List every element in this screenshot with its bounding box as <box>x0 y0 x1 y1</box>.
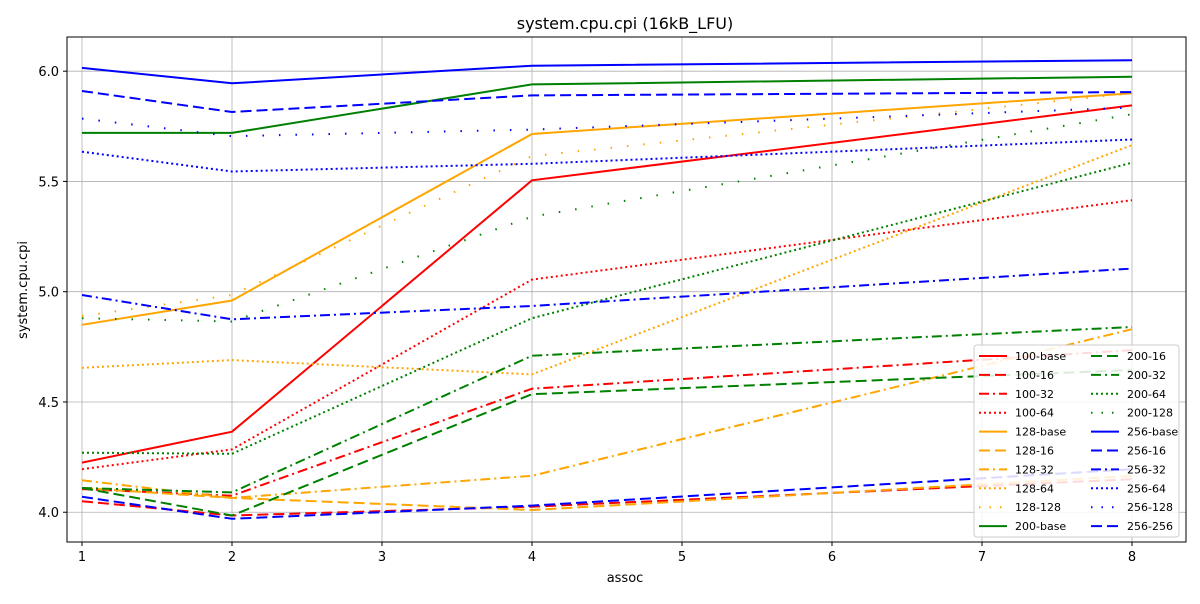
series-line-256-64 <box>81 138 1133 173</box>
series-line-256-base <box>81 59 1133 85</box>
x-tick-label: 3 <box>378 550 386 565</box>
legend-label: 128-base <box>1015 426 1066 439</box>
series-line-256-16 <box>81 468 1133 520</box>
legend-label: 128-32 <box>1015 463 1054 476</box>
axis-ticks: 1 2 3 4 5 6 7 8 4.0 4.5 5.0 5.5 6.0 <box>38 65 1136 565</box>
legend-label: 128-64 <box>1015 482 1054 495</box>
y-tick-label: 4.5 <box>38 396 59 411</box>
series-line-256-32 <box>81 267 1133 321</box>
legend-label: 256-256 <box>1127 520 1173 533</box>
x-tick-label: 4 <box>528 550 536 565</box>
series-line-100-64 <box>81 199 1133 471</box>
legend-box <box>973 344 1180 538</box>
x-tick-label: 1 <box>78 550 86 565</box>
legend-label: 200-16 <box>1127 350 1166 363</box>
series-line-100-32 <box>81 349 1133 497</box>
legend-label: 256-64 <box>1127 482 1166 495</box>
y-tick-label: 6.0 <box>38 65 59 80</box>
series-line-200-128 <box>81 113 1133 323</box>
legend: 100-base 100-16 100-32 100-64 128-base 128-16… <box>973 344 1180 538</box>
legend-label: 100-64 <box>1015 407 1054 420</box>
legend-label: 200-64 <box>1127 388 1166 401</box>
series-line-200-64 <box>81 161 1133 455</box>
legend-label: 100-base <box>1015 350 1066 363</box>
y-tick-label: 4.0 <box>38 506 59 521</box>
series-line-128-32 <box>81 328 1133 499</box>
legend-label: 256-128 <box>1127 501 1173 514</box>
series-line-128-128 <box>81 92 1133 317</box>
y-tick-label: 5.5 <box>38 175 59 190</box>
x-tick-label: 6 <box>828 550 836 565</box>
legend-label: 100-16 <box>1015 369 1054 382</box>
legend-label: 256-32 <box>1127 463 1166 476</box>
plot-area-frame <box>66 36 1187 543</box>
series-line-128-base <box>81 92 1133 326</box>
legend-label: 200-128 <box>1127 407 1173 420</box>
chart-title: system.cpu.cpi (16kB_LFU) <box>517 14 734 34</box>
y-axis-label: system.cpu.cpi <box>16 241 31 339</box>
x-axis-label: assoc <box>607 571 644 586</box>
series-line-200-32 <box>81 326 1133 494</box>
y-tick-label: 5.0 <box>38 286 59 301</box>
series-line-100-base <box>81 104 1133 464</box>
legend-label: 200-base <box>1015 520 1066 533</box>
legend-label: 128-16 <box>1015 445 1054 458</box>
x-tick-label: 2 <box>228 550 236 565</box>
x-tick-label: 5 <box>678 550 686 565</box>
x-tick-label: 7 <box>978 550 986 565</box>
legend-label: 200-32 <box>1127 369 1166 382</box>
series-line-256-256 <box>81 90 1133 114</box>
series-line-200-base <box>82 75 1133 134</box>
legend-label: 256-base <box>1127 426 1178 439</box>
legend-label: 128-128 <box>1015 501 1061 514</box>
series-line-128-64 <box>81 144 1133 376</box>
series-lines <box>81 59 1133 520</box>
legend-label: 256-16 <box>1127 445 1166 458</box>
legend-label: 100-32 <box>1015 388 1054 401</box>
series-line-200-16 <box>81 369 1133 517</box>
x-tick-label: 8 <box>1128 550 1136 565</box>
